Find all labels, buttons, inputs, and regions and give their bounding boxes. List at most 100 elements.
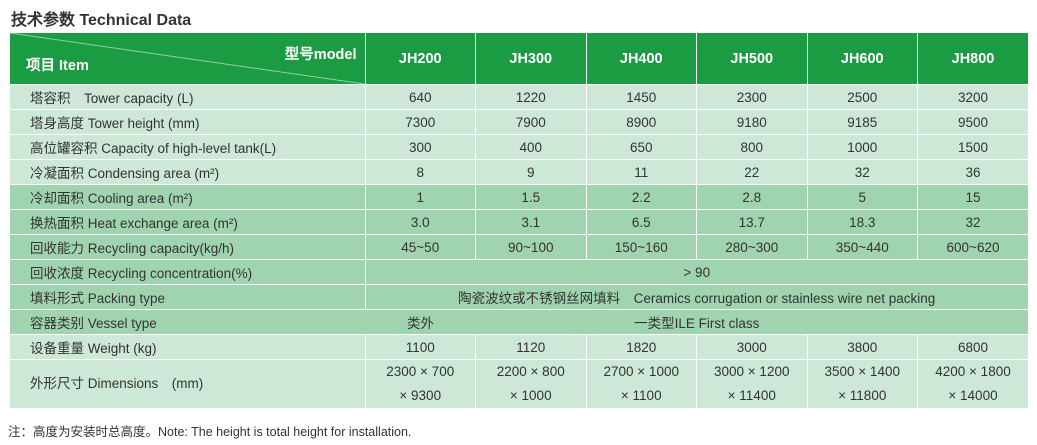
row-label: 冷却面积 Cooling area (m²) xyxy=(10,184,365,210)
cell: 2200 × 800 × 1000 xyxy=(475,359,586,408)
cell: 2300 × 700 × 9300 xyxy=(364,359,476,408)
cell: 1820 xyxy=(585,334,697,360)
cell: 15 xyxy=(917,184,1028,210)
cell-line: × 14000 xyxy=(948,388,998,403)
cell: 1220 xyxy=(475,84,586,110)
table-row: 回收能力 Recycling capacity(kg/h) 45~50 90~100… xyxy=(10,234,1028,260)
row-label: 高位罐容积 Capacity of high-level tank(L) xyxy=(10,134,365,160)
page-title: 技术参数 Technical Data xyxy=(11,12,192,29)
cell: 2.2 xyxy=(585,184,697,210)
cell: 1450 xyxy=(585,84,697,110)
cell: 9500 xyxy=(917,109,1028,135)
cell: 1120 xyxy=(475,334,586,360)
merged-cell: 一类型ILE First class xyxy=(475,309,1028,335)
cell-line: × 11800 xyxy=(838,388,887,403)
table-row: 高位罐容积 Capacity of high-level tank(L) 300 4… xyxy=(10,134,1028,160)
header-corner: 型号model 项目 Item xyxy=(10,32,365,85)
model-col: JH600 xyxy=(806,32,918,85)
model-header: 型号model xyxy=(284,47,357,63)
cell: 1000 xyxy=(806,134,918,160)
cell: 13.7 xyxy=(696,209,807,235)
cell: 45~50 xyxy=(364,234,476,260)
cell: 3000 xyxy=(696,334,807,360)
footnote: 注：高度为安装时总高度。Note: The height is total he… xyxy=(8,425,412,439)
row-label: 外形尺寸 Dimensions (mm) xyxy=(10,359,365,408)
cell: 1500 xyxy=(917,134,1028,160)
cell: 2300 xyxy=(696,84,807,110)
cell: 类外 xyxy=(365,309,476,335)
cell: 4200 × 1800 × 14000 xyxy=(917,359,1028,408)
cell: 8900 xyxy=(585,109,697,135)
table-row: 填料形式 Packing type 陶瓷波纹或不锈钢丝网填料 Ceramics c… xyxy=(10,284,1028,310)
cell: 3800 xyxy=(806,334,918,360)
cell: 650 xyxy=(585,134,697,160)
cell-line: 3000 × 1200 xyxy=(714,364,790,379)
cell-line: 2200 × 800 xyxy=(496,364,565,379)
cell: 9 xyxy=(475,159,586,185)
model-col: JH800 xyxy=(917,32,1028,85)
table-row: 塔容积 Tower capacity (L) 640 1220 1450 2300 250… xyxy=(10,84,1028,110)
cell: 8 xyxy=(364,159,476,185)
cell: 2700 × 1000 × 1100 xyxy=(585,359,697,408)
cell: 5 xyxy=(806,184,918,210)
model-col: JH300 xyxy=(475,32,586,85)
row-label: 容器类别 Vessel type xyxy=(10,309,365,335)
cell: 800 xyxy=(696,134,807,160)
cell: 280~300 xyxy=(696,234,807,260)
row-label: 换热面积 Heat exchange area (m²) xyxy=(10,209,365,235)
cell: 640 xyxy=(364,84,476,110)
cell: 2.8 xyxy=(696,184,807,210)
cell: 3000 × 1200 × 11400 xyxy=(696,359,807,408)
cell-line: × 1100 xyxy=(620,388,662,403)
cell: 1 xyxy=(364,184,476,210)
model-col: JH200 xyxy=(364,32,476,85)
diagonal-line xyxy=(10,33,365,84)
cell: 350~440 xyxy=(806,234,918,260)
cell: 32 xyxy=(806,159,918,185)
cell: 7900 xyxy=(475,109,586,135)
cell-line: × 11400 xyxy=(727,388,776,403)
cell-line: 4200 × 1800 xyxy=(935,364,1011,379)
cell: 600~620 xyxy=(917,234,1028,260)
cell: 7300 xyxy=(364,109,476,135)
merged-cell: > 90 xyxy=(364,259,1028,285)
row-label: 填料形式 Packing type xyxy=(10,284,365,310)
cell: 3.1 xyxy=(475,209,586,235)
header-row: 型号model 项目 Item JH200 JH300 JH400 JH500 … xyxy=(10,32,1028,85)
merged-cell: 陶瓷波纹或不锈钢丝网填料 Ceramics corrugation or sta… xyxy=(364,284,1028,310)
table-row: 外形尺寸 Dimensions (mm) 2300 × 700 × 9300 2200… xyxy=(10,359,1028,408)
cell-line: 2700 × 1000 xyxy=(603,364,679,379)
cell-line: 2300 × 700 xyxy=(386,364,455,379)
cell: 11 xyxy=(585,159,697,185)
item-header: 项目 Item xyxy=(26,58,89,74)
cell-line: × 1000 xyxy=(509,388,552,403)
cell-line: 3500 × 1400 xyxy=(824,364,900,379)
cell: 6800 xyxy=(917,334,1028,360)
cell: 2500 xyxy=(806,84,918,110)
cell: 1100 xyxy=(364,334,476,360)
cell: 3500 × 1400 × 11800 xyxy=(806,359,918,408)
row-label: 塔容积 Tower capacity (L) xyxy=(10,84,365,110)
row-label: 塔身高度 Tower height (mm) xyxy=(10,109,365,135)
table-row: 回收浓度 Recycling concentration(%) > 90 xyxy=(10,259,1028,285)
cell: 3200 xyxy=(917,84,1028,110)
row-label: 回收能力 Recycling capacity(kg/h) xyxy=(10,234,365,260)
cell: 150~160 xyxy=(585,234,697,260)
cell: 9180 xyxy=(696,109,807,135)
cell: 18.3 xyxy=(806,209,918,235)
table-row: 换热面积 Heat exchange area (m²) 3.0 3.1 6.5 13.… xyxy=(10,209,1028,235)
cell: 6.5 xyxy=(585,209,697,235)
row-label: 冷凝面积 Condensing area (m²) xyxy=(10,159,365,185)
technical-data-table: 型号model 项目 Item JH200 JH300 JH400 JH500 … xyxy=(10,32,1028,408)
model-col: JH500 xyxy=(696,32,807,85)
cell: 22 xyxy=(696,159,807,185)
cell-line: × 9300 xyxy=(399,388,442,403)
cell: 400 xyxy=(475,134,586,160)
cell: 90~100 xyxy=(475,234,586,260)
cell: 3.0 xyxy=(364,209,476,235)
row-label: 设备重量 Weight (kg) xyxy=(10,334,365,360)
model-col: JH400 xyxy=(585,32,697,85)
cell: 9185 xyxy=(806,109,918,135)
cell: 1.5 xyxy=(475,184,586,210)
table-row: 塔身高度 Tower height (mm) 7300 7900 8900 9180 91… xyxy=(10,109,1028,135)
